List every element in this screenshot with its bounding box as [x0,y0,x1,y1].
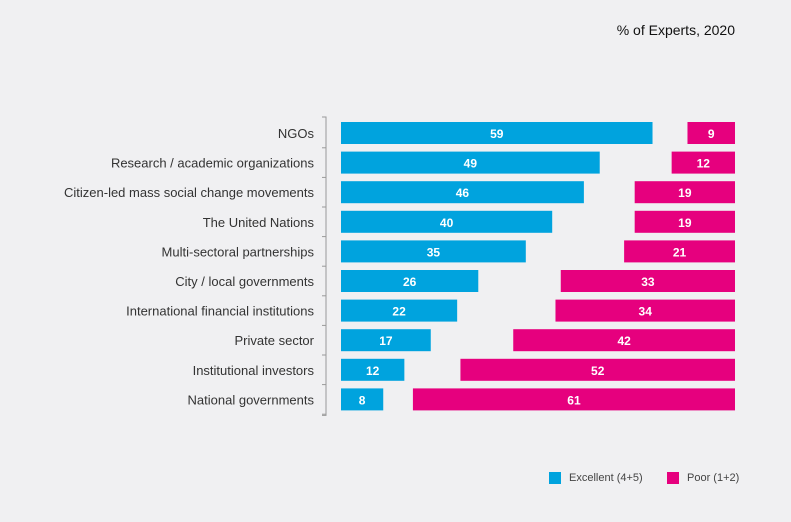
bar-excellent [341,358,405,381]
bar-poor [412,388,735,411]
data-label-excellent: 8 [359,393,366,407]
category-label: City / local governments [175,274,314,289]
bar-excellent [341,240,526,263]
data-label-poor: 19 [678,216,692,230]
data-label-excellent: 35 [427,245,441,259]
category-label: Multi-sectoral partnerships [162,244,315,259]
bar-poor [634,210,735,233]
bar-poor [560,270,735,292]
data-label-poor: 52 [591,364,605,378]
bar-poor [634,181,735,204]
data-label-poor: 42 [617,334,631,348]
category-label: Citizen-led mass social change movements [64,185,314,200]
bar-poor [513,329,735,352]
data-label-poor: 21 [673,245,687,259]
data-label-excellent: 26 [403,275,417,289]
bar-excellent [341,388,384,411]
data-label-excellent: 40 [440,216,454,230]
category-label: National governments [188,392,315,407]
data-label-excellent: 46 [456,186,470,200]
category-label: Research / academic organizations [111,156,315,171]
bar-poor [555,299,735,322]
data-label-excellent: 59 [490,127,504,141]
bar-excellent [341,270,479,292]
data-label-poor: 34 [639,305,653,319]
bar-poor [460,358,735,381]
data-label-poor: 33 [641,275,655,289]
category-label: NGOs [278,126,315,141]
category-label: Institutional investors [193,363,315,378]
legend-swatch-poor [667,472,679,484]
bar-excellent [341,329,431,352]
bar-excellent [341,181,584,204]
legend-item-poor: Poor (1+2) [667,472,739,484]
data-label-poor: 61 [567,393,581,407]
data-label-excellent: 49 [464,157,478,171]
bar-excellent [341,299,458,322]
data-label-poor: 9 [708,127,715,141]
category-label: The United Nations [203,215,315,230]
bar-poor [624,240,735,263]
category-label: Private sector [235,333,315,348]
legend-swatch-excellent [549,472,561,484]
data-label-excellent: 17 [379,334,393,348]
category-label: International financial institutions [126,304,314,319]
chart-subtitle: % of Experts, 2020 [616,22,735,38]
bar-excellent [341,210,553,233]
bar-poor [687,122,735,144]
bar-excellent [341,122,653,144]
data-label-poor: 12 [697,157,711,171]
data-label-excellent: 22 [392,305,406,319]
bar-excellent [341,151,600,174]
legend-item-excellent: Excellent (4+5) [549,472,643,484]
bar-poor [671,151,735,174]
legend-label-poor: Poor (1+2) [687,472,740,484]
legend-label-excellent: Excellent (4+5) [569,472,643,484]
data-label-excellent: 12 [366,364,380,378]
data-label-poor: 19 [678,186,692,200]
